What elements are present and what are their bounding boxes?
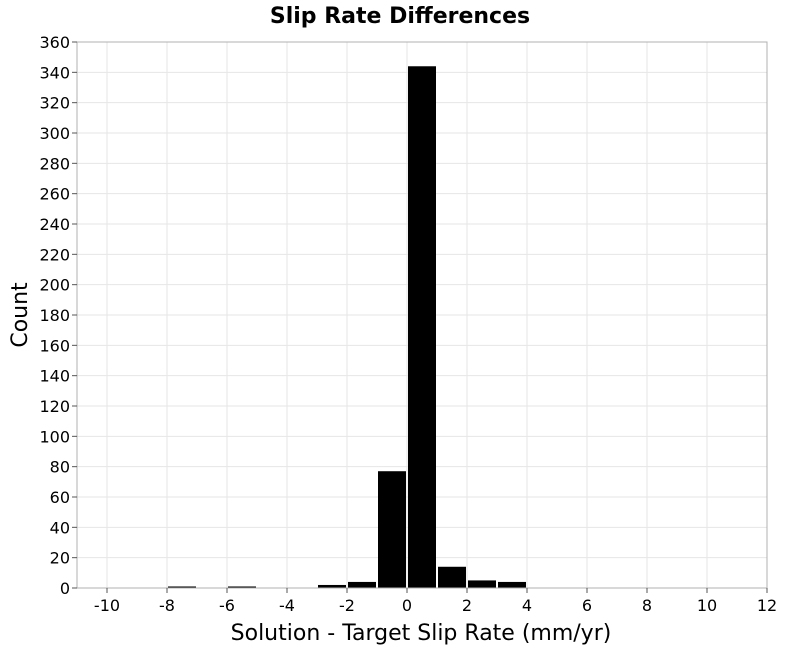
bars (168, 66, 526, 589)
y-tick-label: 280 (39, 154, 70, 173)
x-tick-label: -6 (219, 596, 235, 615)
y-axis-label: Count (8, 282, 33, 348)
histogram-bar (228, 586, 256, 588)
x-tick-label: -4 (279, 596, 295, 615)
y-tick-label: 320 (39, 94, 70, 113)
histogram-bar (468, 580, 496, 588)
y-tick-label: 0 (60, 579, 70, 598)
x-tick-label: 2 (462, 596, 472, 615)
y-tick-label: 20 (50, 549, 70, 568)
histogram-bar (348, 581, 376, 588)
x-tick-label: -8 (159, 596, 175, 615)
x-tick-label: 10 (697, 596, 717, 615)
x-axis-label: Solution - Target Slip Rate (mm/yr) (231, 621, 612, 646)
axis-ticks: -10 -8 -6 -4 -2 0 2 4 6 8 10 1202040608010012014016… (39, 33, 777, 615)
y-tick-label: 120 (39, 397, 70, 416)
y-tick-label: 360 (39, 33, 70, 52)
y-tick-label: 200 (39, 276, 70, 295)
x-tick-label: 6 (582, 596, 592, 615)
y-tick-label: 80 (50, 458, 70, 477)
x-tick-label: 8 (642, 596, 652, 615)
x-tick-label: -2 (339, 596, 355, 615)
chart-title: Slip Rate Differences (270, 4, 530, 29)
y-tick-label: 300 (39, 124, 70, 143)
y-tick-label: 340 (39, 63, 70, 82)
y-tick-label: 100 (39, 427, 70, 446)
y-tick-label: 260 (39, 185, 70, 204)
y-tick-label: 140 (39, 367, 70, 386)
histogram-bar (498, 581, 526, 588)
x-tick-label: -10 (94, 596, 120, 615)
y-tick-label: 160 (39, 336, 70, 355)
x-tick-label: 4 (522, 596, 532, 615)
y-tick-label: 60 (50, 488, 70, 507)
histogram-bar (318, 584, 346, 588)
histogram-bar (438, 566, 466, 588)
histogram-bar (408, 66, 436, 589)
y-tick-label: 240 (39, 215, 70, 234)
x-tick-label: 0 (402, 596, 412, 615)
x-tick-label: 12 (757, 596, 777, 615)
histogram-bar (378, 471, 406, 588)
y-tick-label: 40 (50, 518, 70, 537)
y-tick-label: 220 (39, 245, 70, 264)
histogram-bar (168, 586, 196, 588)
y-tick-label: 180 (39, 306, 70, 325)
